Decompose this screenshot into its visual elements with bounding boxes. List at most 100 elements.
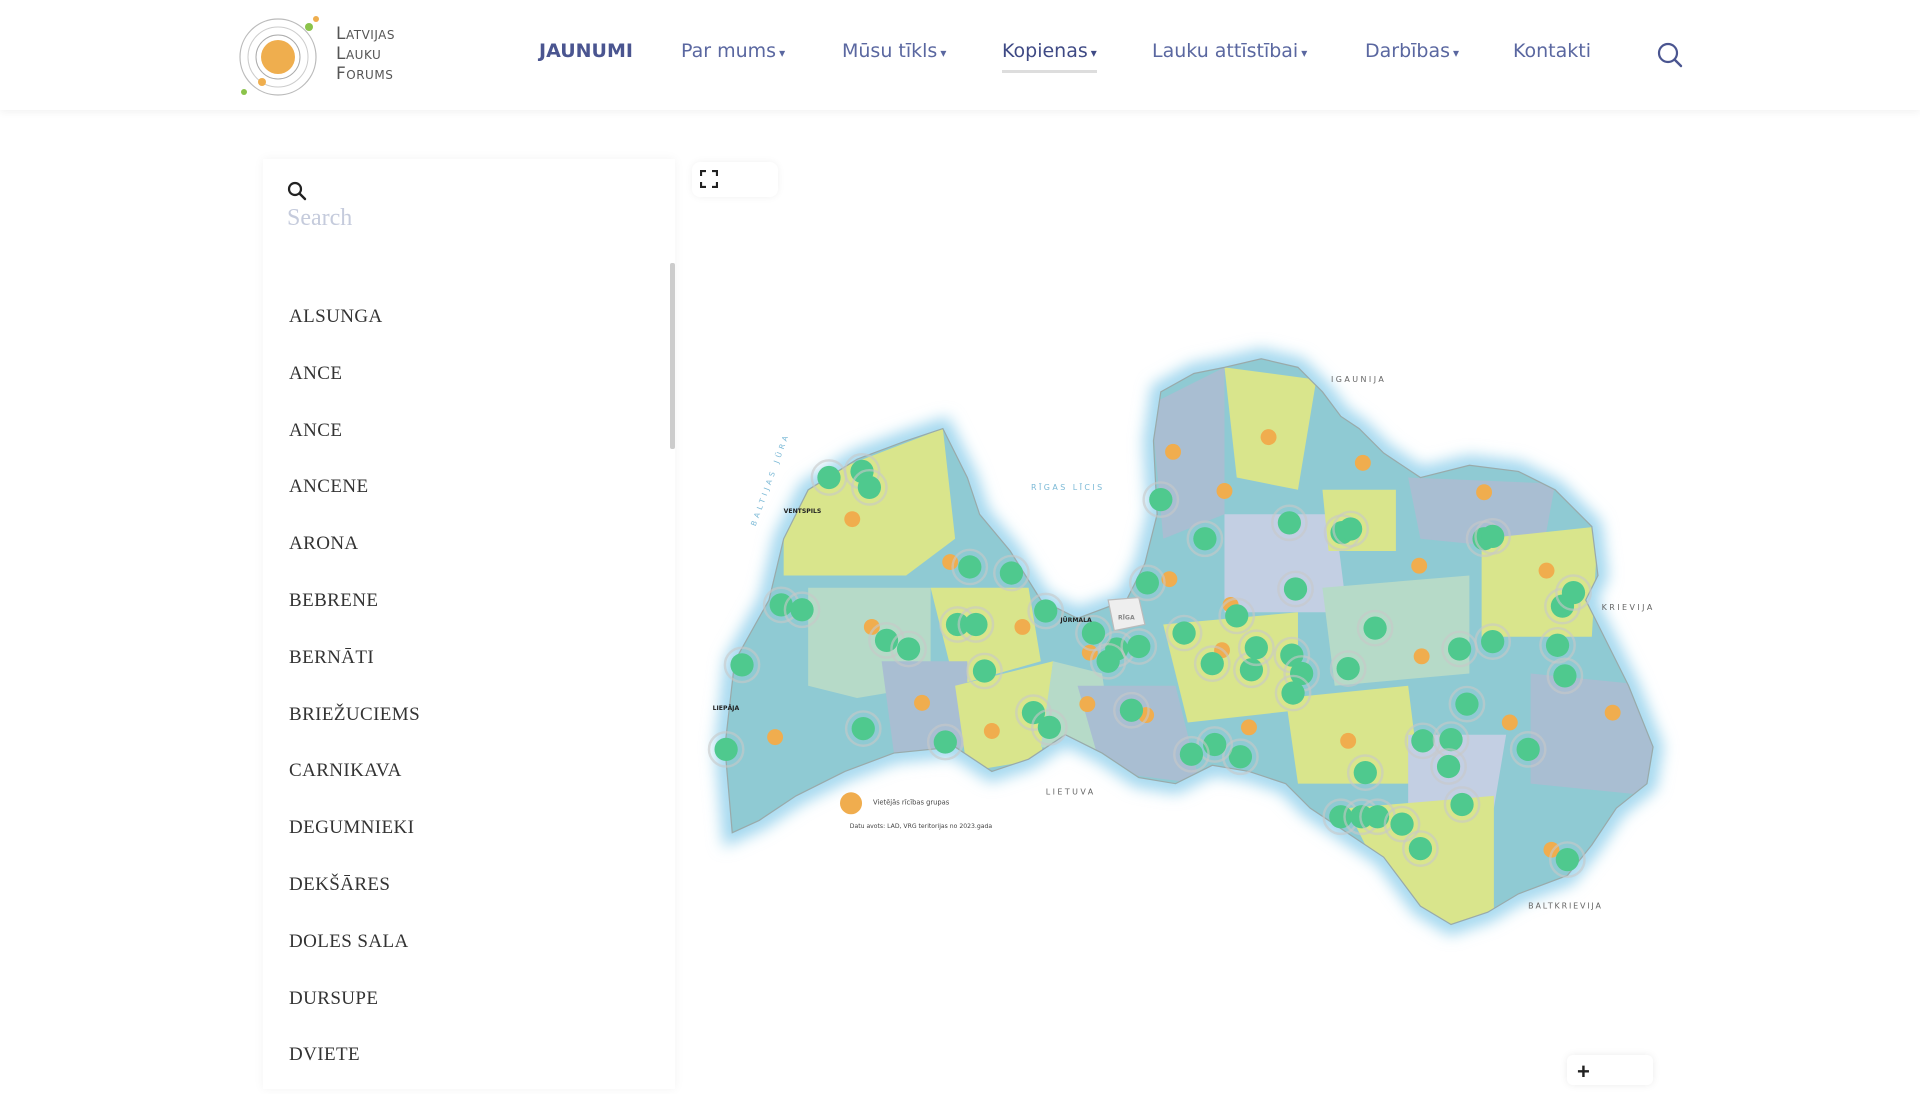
- lag-marker[interactable]: [1079, 696, 1096, 713]
- logo[interactable]: Latvijas Lauku Forums: [236, 12, 426, 100]
- community-marker[interactable]: [1408, 836, 1433, 861]
- community-marker[interactable]: [730, 653, 754, 677]
- community-marker[interactable]: [1193, 527, 1217, 551]
- community-marker[interactable]: [1244, 636, 1268, 660]
- list-item[interactable]: ALSUNGA: [289, 306, 383, 327]
- lag-marker[interactable]: [1411, 557, 1428, 574]
- community-marker[interactable]: [999, 561, 1024, 585]
- lag-marker[interactable]: [1538, 562, 1555, 579]
- community-marker[interactable]: [769, 593, 793, 617]
- community-marker[interactable]: [1281, 681, 1305, 705]
- community-marker[interactable]: [790, 598, 814, 622]
- nav-darbibas[interactable]: Darbības ▾: [1365, 40, 1459, 62]
- lag-marker[interactable]: [1413, 648, 1430, 665]
- community-marker[interactable]: [1365, 805, 1390, 829]
- nav-lauku-attistibai[interactable]: Lauku attīstībai ▾: [1152, 40, 1307, 62]
- list-item[interactable]: CARNIKAVA: [289, 760, 402, 782]
- lag-marker[interactable]: [1165, 443, 1182, 460]
- community-marker[interactable]: [851, 716, 875, 741]
- list-item[interactable]: DVIETE: [289, 1044, 360, 1066]
- community-marker[interactable]: [1239, 658, 1264, 682]
- community-marker[interactable]: [1225, 604, 1249, 628]
- community-marker[interactable]: [1553, 664, 1577, 688]
- list-item[interactable]: BERNĀTI: [289, 646, 375, 668]
- community-marker[interactable]: [1037, 715, 1062, 739]
- nav-kopienas[interactable]: Kopienas ▾: [1002, 40, 1097, 73]
- list-item[interactable]: DEGUMNIEKI: [289, 817, 415, 839]
- community-marker[interactable]: [1516, 737, 1540, 762]
- community-marker[interactable]: [933, 730, 957, 754]
- list-item[interactable]: ARONA: [289, 533, 359, 555]
- lag-marker[interactable]: [1604, 704, 1621, 721]
- community-marker[interactable]: [1455, 692, 1479, 716]
- community-marker[interactable]: [1021, 701, 1046, 725]
- community-marker[interactable]: [1135, 571, 1159, 595]
- community-marker[interactable]: [1179, 742, 1204, 766]
- community-marker[interactable]: [1561, 581, 1586, 605]
- community-marker[interactable]: [1338, 517, 1363, 541]
- lag-marker[interactable]: [844, 511, 861, 528]
- community-marker[interactable]: [1283, 577, 1308, 601]
- community-marker[interactable]: [1228, 745, 1253, 769]
- community-marker[interactable]: [964, 612, 988, 637]
- search-input[interactable]: [287, 205, 587, 232]
- lag-marker[interactable]: [1216, 483, 1233, 499]
- lag-marker[interactable]: [1241, 719, 1257, 736]
- fullscreen-button[interactable]: [692, 162, 778, 197]
- community-marker[interactable]: [817, 465, 841, 490]
- community-marker[interactable]: [958, 555, 982, 579]
- community-marker[interactable]: [857, 475, 882, 499]
- community-marker[interactable]: [1439, 727, 1463, 752]
- community-marker[interactable]: [1363, 616, 1387, 640]
- list-item[interactable]: DURSUPE: [289, 987, 379, 1009]
- community-marker[interactable]: [1390, 812, 1414, 836]
- lag-marker[interactable]: [1501, 714, 1518, 731]
- community-marker[interactable]: [1119, 698, 1144, 722]
- lag-marker[interactable]: [1340, 732, 1357, 749]
- lag-marker[interactable]: [767, 729, 784, 746]
- community-marker[interactable]: [1436, 754, 1461, 779]
- lag-marker[interactable]: [1476, 484, 1493, 501]
- community-marker[interactable]: [1481, 524, 1505, 548]
- list-item[interactable]: BRIEŽUCIEMS: [289, 703, 421, 725]
- list-scrollbar[interactable]: [670, 263, 675, 449]
- list-item[interactable]: DEKŠĀRES: [289, 873, 391, 895]
- community-marker[interactable]: [1447, 637, 1472, 661]
- community-marker[interactable]: [1280, 643, 1304, 667]
- community-marker[interactable]: [1081, 621, 1106, 645]
- list-item[interactable]: ANCE: [289, 419, 343, 441]
- community-marker[interactable]: [1353, 761, 1377, 785]
- community-marker[interactable]: [1290, 661, 1314, 686]
- nav-par-mums[interactable]: Par mums ▾: [681, 40, 785, 62]
- community-marker[interactable]: [1172, 621, 1196, 645]
- lag-marker[interactable]: [1354, 454, 1371, 471]
- community-marker[interactable]: [1127, 634, 1151, 659]
- community-marker[interactable]: [1545, 633, 1570, 657]
- lag-marker[interactable]: [1260, 429, 1277, 446]
- community-marker[interactable]: [1034, 599, 1058, 623]
- list-item[interactable]: DOLES SALA: [289, 930, 409, 952]
- zoom-in-button[interactable]: +: [1567, 1055, 1653, 1085]
- community-marker[interactable]: [1096, 649, 1120, 673]
- nav-musu-tikls[interactable]: Mūsu tīkls ▾: [842, 40, 946, 62]
- list-item[interactable]: BEBRENE: [289, 589, 379, 611]
- community-marker[interactable]: [1411, 729, 1435, 753]
- community-marker[interactable]: [1450, 792, 1474, 817]
- search-icon[interactable]: [1657, 42, 1683, 68]
- list-item[interactable]: ANCE: [289, 362, 343, 384]
- community-marker[interactable]: [1329, 805, 1353, 829]
- community-marker[interactable]: [896, 637, 921, 661]
- community-marker[interactable]: [714, 737, 738, 762]
- community-marker[interactable]: [1200, 652, 1224, 676]
- community-marker[interactable]: [1481, 630, 1505, 654]
- lag-marker[interactable]: [863, 618, 880, 635]
- community-marker[interactable]: [1149, 487, 1173, 512]
- lag-marker[interactable]: [983, 723, 1000, 739]
- community-marker[interactable]: [1277, 511, 1302, 535]
- community-marker[interactable]: [1336, 656, 1360, 681]
- lag-marker[interactable]: [1014, 618, 1031, 635]
- community-marker[interactable]: [972, 659, 997, 683]
- nav-kontakti[interactable]: Kontakti: [1513, 40, 1591, 62]
- nav-jaunumi[interactable]: JAUNUMI: [539, 40, 633, 62]
